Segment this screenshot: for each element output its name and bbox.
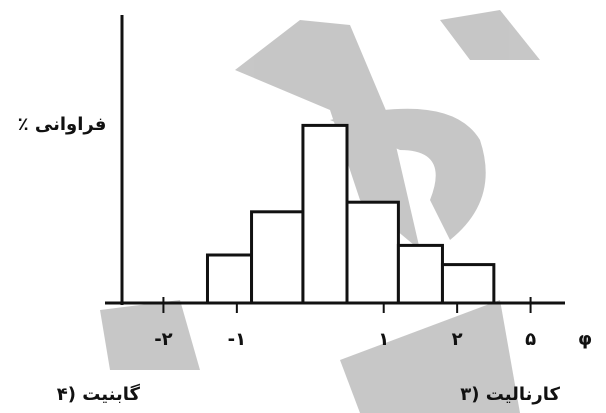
x-tick-label: -۲	[154, 329, 172, 350]
bar	[398, 245, 442, 303]
x-tick-label: ۵	[525, 329, 536, 350]
option-text: ۳) کارنالیت	[460, 384, 560, 405]
bar	[442, 265, 493, 303]
bar	[303, 125, 347, 303]
chart: φ ٪ فراوانی ۳) کارنالیت ۴) گابنیت -۲ -۱ ۱ ۲…	[0, 0, 606, 413]
bar	[252, 212, 303, 303]
bar	[207, 255, 251, 303]
x-tick-label: -۱	[228, 329, 246, 350]
x-tick-label: ۱	[378, 329, 389, 350]
page: {"chart_data":{"type":"histogram","x_lab…	[0, 0, 606, 413]
bar	[347, 202, 398, 303]
x-axis-label: φ	[578, 329, 592, 350]
x-tick-label: ۲	[452, 329, 463, 350]
y-axis-label: ٪ فراوانی	[18, 114, 107, 135]
option-text: ۴) گابنیت	[57, 383, 141, 405]
